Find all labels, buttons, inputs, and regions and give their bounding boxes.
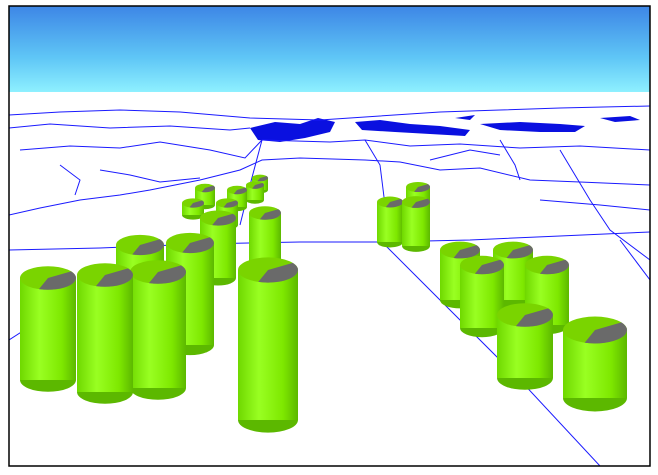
cylinder-wedge <box>258 262 298 283</box>
cylinder-body <box>246 185 264 200</box>
cylinder <box>77 263 133 404</box>
cylinder <box>20 266 76 392</box>
cylinder-body <box>20 278 76 380</box>
cylinder-wedge <box>201 185 216 193</box>
cylinder <box>130 260 186 400</box>
cylinder <box>377 196 403 248</box>
cylinder <box>246 181 264 204</box>
cylinder-body <box>77 275 133 392</box>
cylinder-wedge <box>453 245 480 259</box>
cylinder-wedge <box>189 200 204 208</box>
cylinder-body <box>402 202 430 246</box>
cylinder-wedge <box>38 271 76 290</box>
cylinder-wedge <box>233 187 247 195</box>
cylinder <box>460 255 504 338</box>
cylinder <box>182 198 204 220</box>
cylinder <box>402 196 431 252</box>
cylinder-wedge <box>259 209 281 220</box>
cylinder-wedge <box>252 182 264 189</box>
cylinder-wedge <box>132 239 164 256</box>
lakes <box>250 115 640 142</box>
frame <box>8 5 651 467</box>
cylinder-wedge <box>95 268 133 287</box>
cylinder-wedge <box>506 245 533 259</box>
cylinder-wedge <box>414 184 430 193</box>
cylinder-wedge <box>385 198 403 208</box>
cylinder-wedge <box>148 265 186 284</box>
cylinder <box>497 303 553 390</box>
cylinder-wedge <box>257 176 268 182</box>
cylinders <box>20 174 627 433</box>
viewport <box>9 6 650 466</box>
cylinder-body <box>130 272 186 388</box>
cylinder-body <box>238 270 298 420</box>
cylinder-wedge <box>515 308 553 327</box>
cylinder <box>238 257 298 433</box>
cylinder-wedge <box>182 237 215 254</box>
cylinder-wedge <box>212 213 236 226</box>
cylinder-wedge <box>474 259 504 275</box>
cylinder-wedge <box>411 198 431 208</box>
cylinder-wedge <box>584 322 627 344</box>
sky <box>9 6 650 92</box>
cylinder-wedge <box>223 200 238 208</box>
cylinder-body <box>377 202 403 242</box>
cylinder-wedge <box>539 259 569 275</box>
cylinder <box>563 316 627 412</box>
cylinder <box>525 255 569 335</box>
cylinder-body <box>460 265 504 328</box>
